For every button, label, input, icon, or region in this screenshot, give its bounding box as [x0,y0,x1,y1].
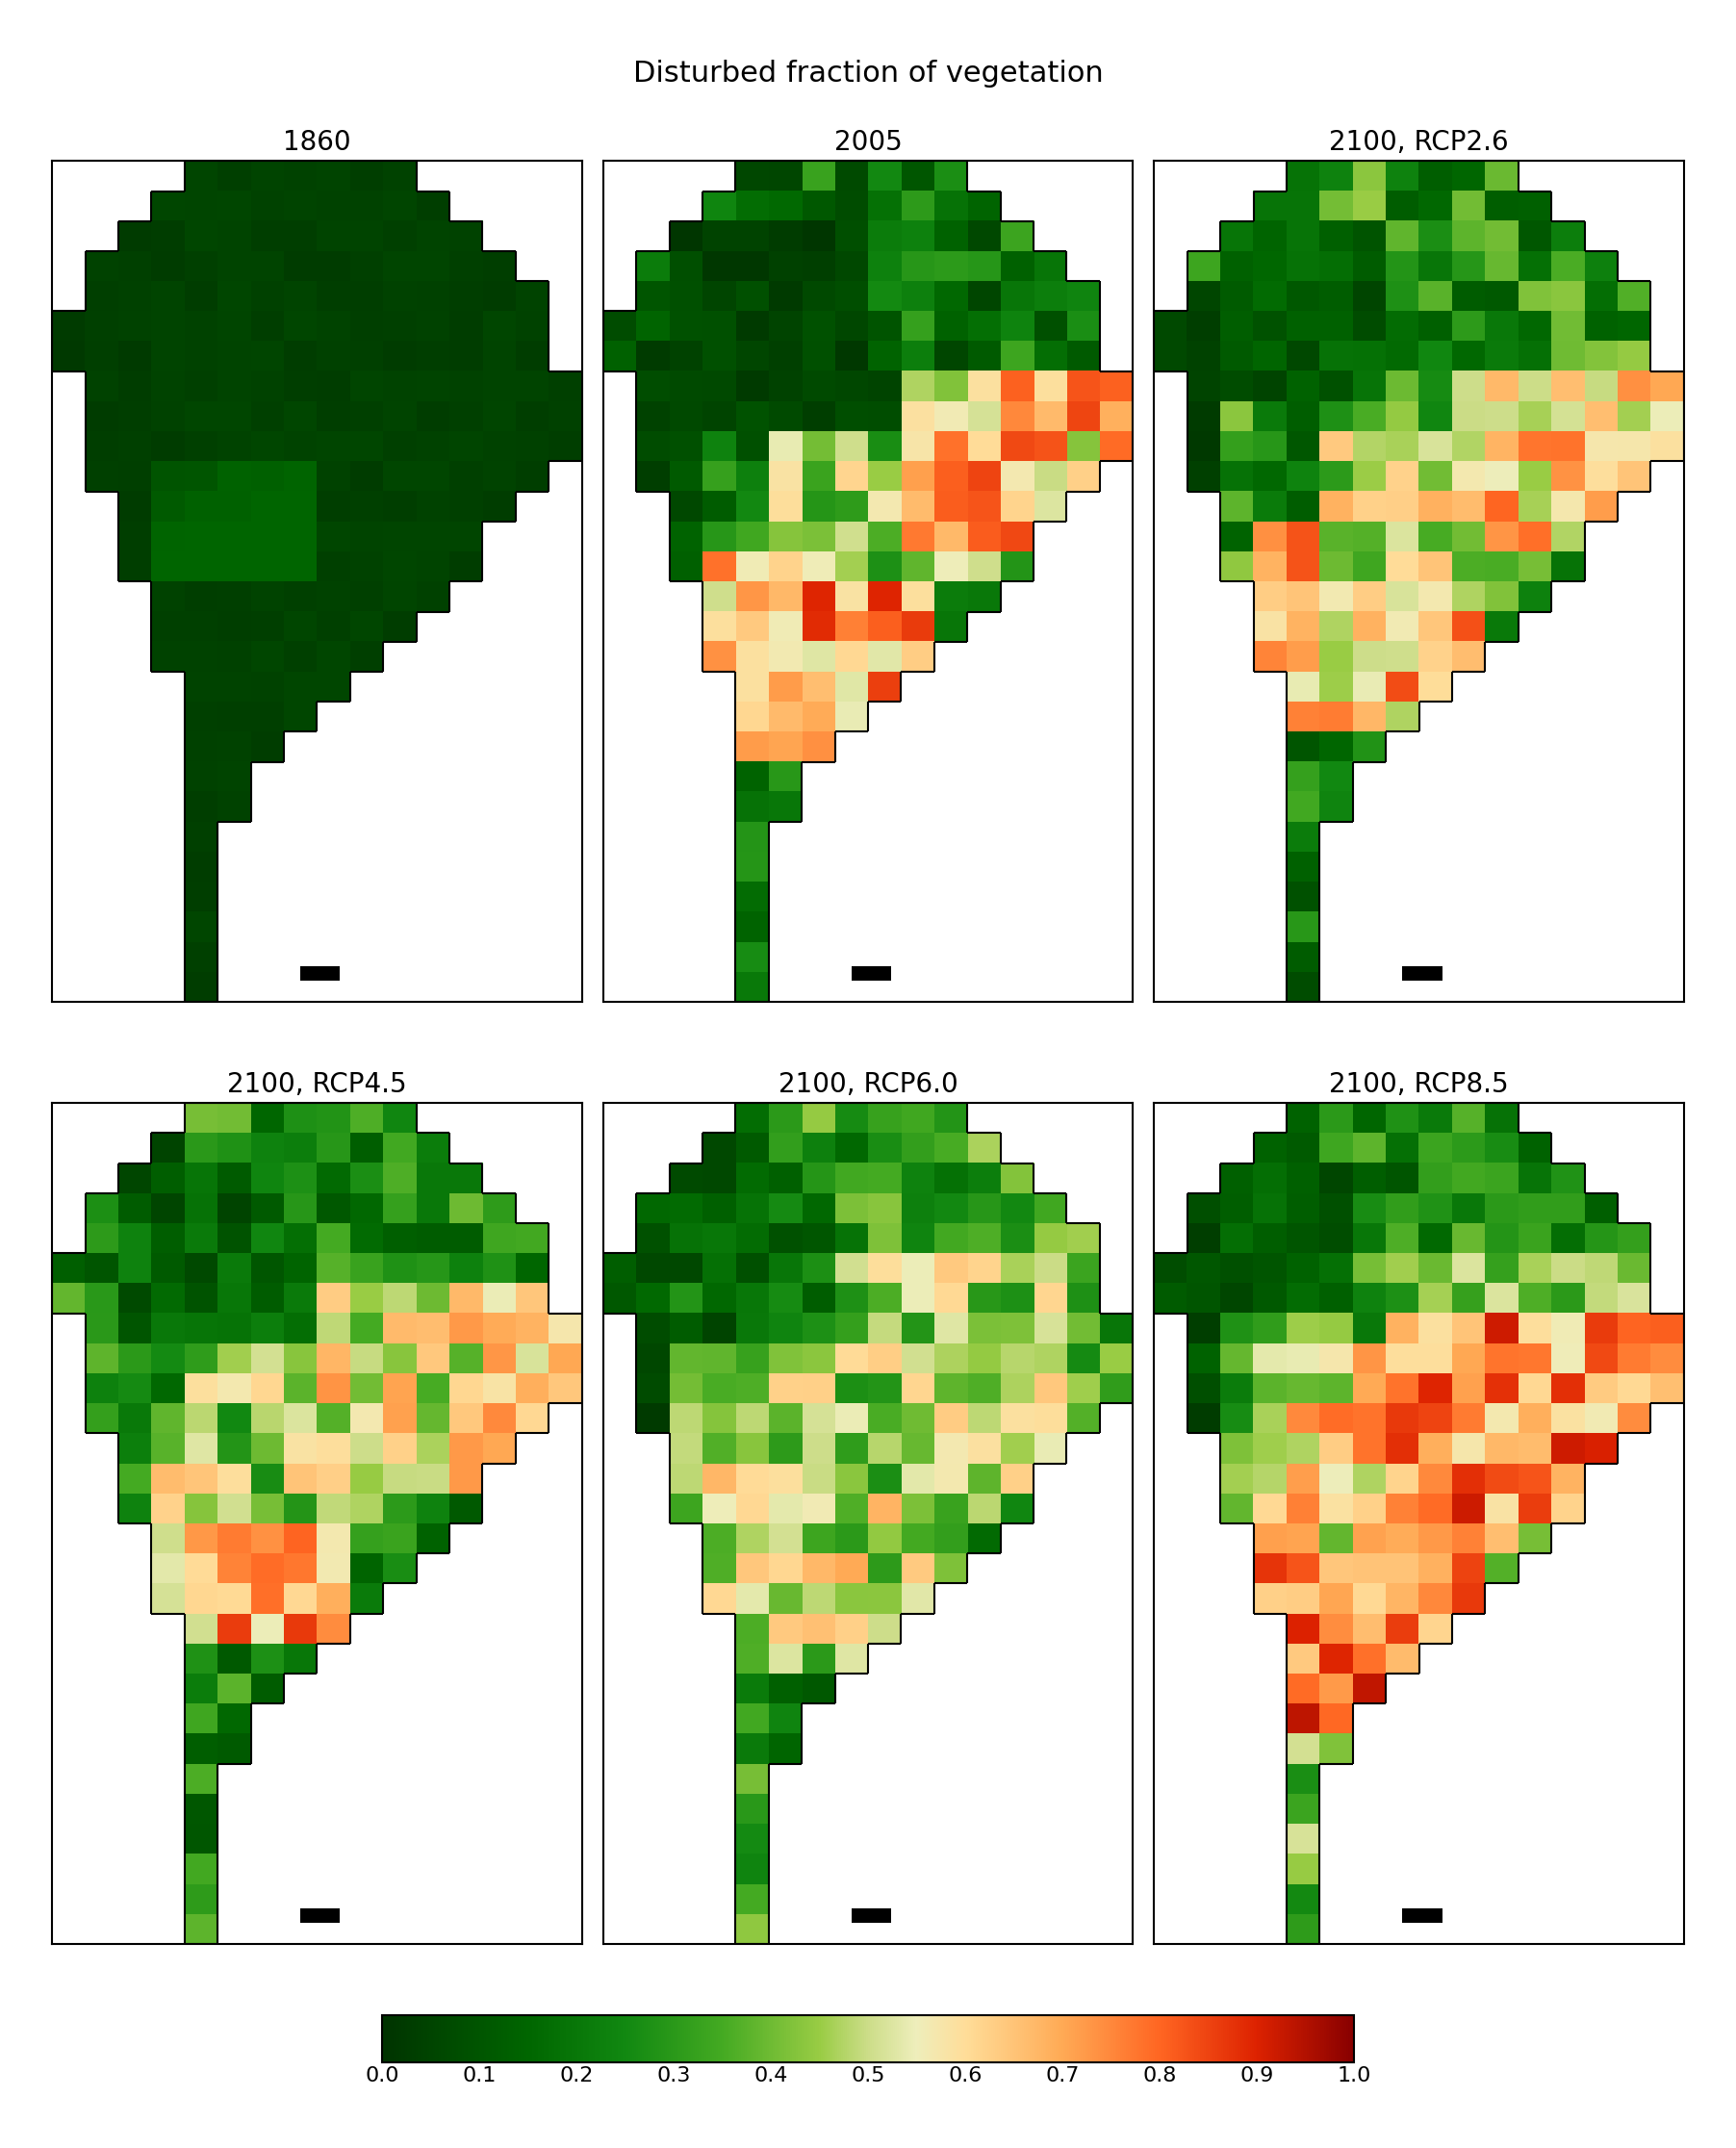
Bar [1403,1907,1443,1922]
Title: 2100, RCP8.5: 2100, RCP8.5 [1330,1072,1509,1098]
Bar [300,967,340,982]
Title: 2100, RCP6.0: 2100, RCP6.0 [778,1072,958,1098]
Bar [851,967,891,982]
Title: 2100, RCP2.6: 2100, RCP2.6 [1330,129,1509,157]
Title: 2100, RCP4.5: 2100, RCP4.5 [227,1072,406,1098]
Bar [300,1907,340,1922]
Text: Disturbed fraction of vegetation: Disturbed fraction of vegetation [634,60,1102,88]
Title: 2005: 2005 [833,129,903,157]
Title: 1860: 1860 [283,129,351,157]
Bar [1403,967,1443,982]
Bar [851,1907,891,1922]
